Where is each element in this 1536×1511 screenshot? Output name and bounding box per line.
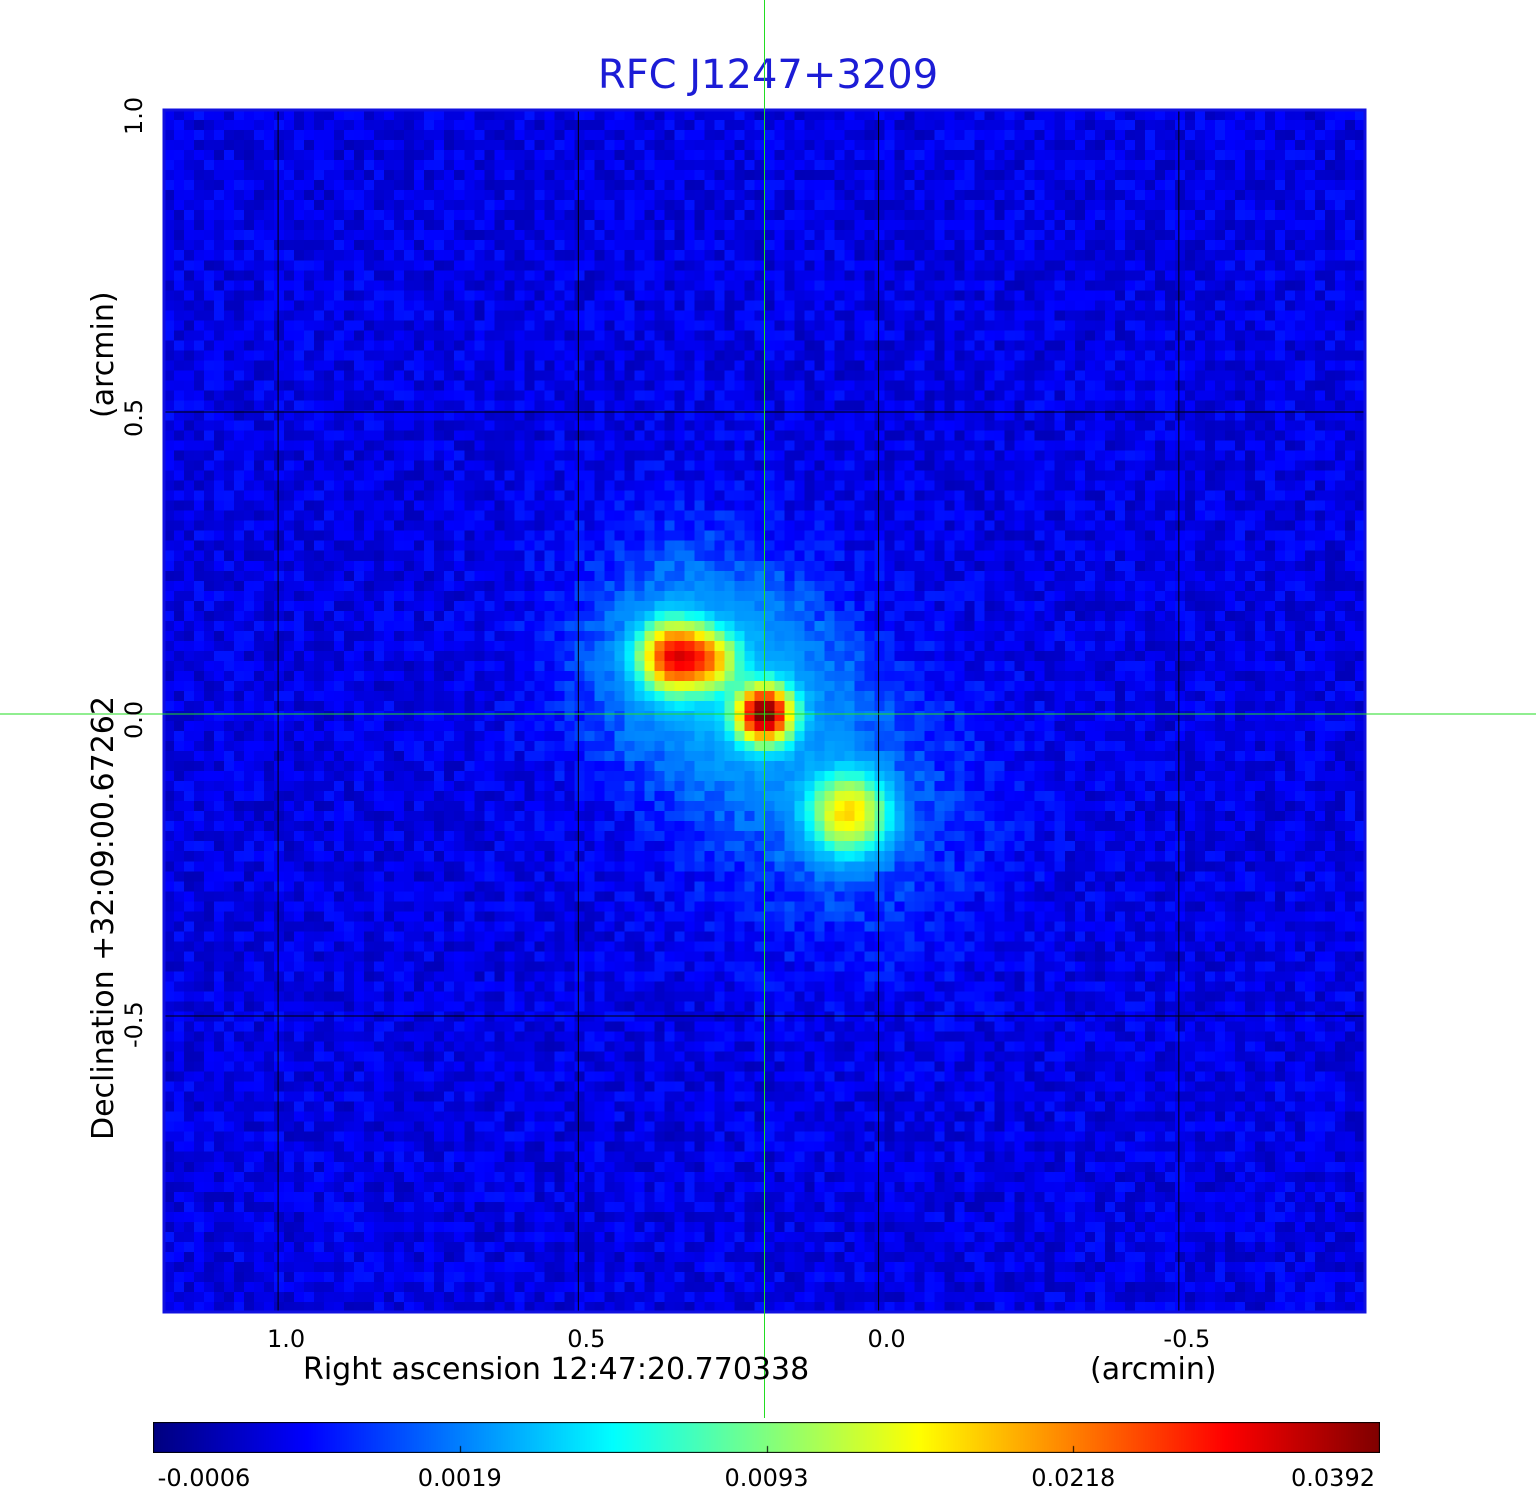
colorbar-tick-label: -0.0006 (157, 1464, 251, 1492)
y-tick-label: 0.5 (120, 398, 148, 437)
y-tick-label: -0.5 (120, 1001, 148, 1049)
chart-title: RFC J1247+3209 (597, 52, 939, 98)
y-tick-label: 0.0 (120, 700, 148, 739)
y-tick-label: 1.0 (120, 96, 148, 135)
x-tick-label: -0.5 (1163, 1325, 1211, 1353)
x-tick-label: 1.0 (267, 1325, 306, 1353)
colorbar-tick-label: 0.0019 (417, 1464, 502, 1492)
colorbar (153, 1422, 1380, 1453)
y-axis-unit: (arcmin) (86, 291, 121, 418)
x-axis-unit: (arcmin) (1090, 1352, 1217, 1387)
colorbar-tick-label: 0.0392 (1291, 1464, 1375, 1492)
x-axis-label: Right ascension 12:47:20.770338 (303, 1352, 810, 1387)
x-tick-label: 0.5 (567, 1325, 606, 1353)
x-tick-label: 0.0 (867, 1325, 906, 1353)
y-axis-label: Declination +32:09:00.67262 (86, 696, 121, 1140)
colorbar-tick-label: 0.0093 (724, 1464, 809, 1492)
colorbar-tick-label: 0.0218 (1031, 1464, 1116, 1492)
